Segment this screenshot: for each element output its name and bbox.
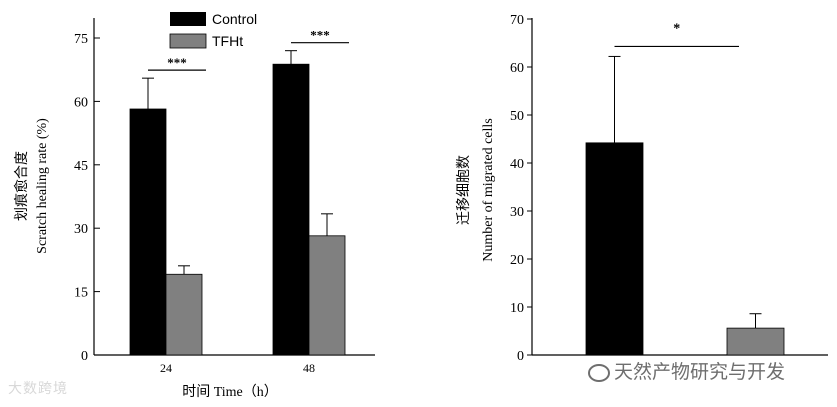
watermark-left: 大数跨境: [8, 378, 68, 398]
left-x-axis-label: 时间 Time（h）: [182, 384, 278, 400]
left-y-tick-label: 15: [74, 286, 88, 301]
right-y-tick-label: 50: [510, 109, 524, 124]
wechat-logo-icon: [588, 363, 610, 382]
bar-control-24: [129, 108, 167, 356]
bar-tfht-24: [165, 273, 203, 356]
legend-swatch-control: [170, 12, 206, 26]
bar-tfht: [726, 327, 785, 356]
right-y-tick-label: 10: [510, 301, 524, 316]
right-y-axis-label: Number of migrated cells: [481, 118, 496, 261]
right-y-ticks: 0 10 20 30 40 50 60 70: [510, 13, 532, 364]
left-bars: [129, 50, 346, 356]
left-y-tick-label: 0: [81, 349, 88, 364]
watermark-right-text: 天然产物研究与开发: [614, 361, 786, 383]
left-y-tick-label: 30: [74, 222, 88, 237]
right-y-tick-label: 20: [510, 253, 524, 268]
chart-right: 0 10 20 30 40 50 60 70 * 迁移细胞数 Number of migrat…: [456, 13, 828, 364]
significance-label: ***: [310, 28, 330, 43]
watermark-left-text: 大数跨境: [8, 381, 68, 397]
right-significance: *: [614, 21, 739, 48]
right-y-tick-label: 0: [517, 349, 524, 364]
left-y-tick-label: 45: [74, 159, 88, 174]
right-bars: [585, 55, 785, 356]
right-y-tick-label: 60: [510, 61, 524, 76]
left-y-ticks: 0 15 30 45 60 75: [74, 32, 100, 364]
significance-label: ***: [167, 55, 187, 70]
left-y-tick-label: 60: [74, 95, 88, 110]
legend-swatch-tfht: [169, 33, 207, 49]
right-y-tick-label: 30: [510, 205, 524, 220]
bar-control-48: [272, 63, 310, 356]
watermark-right: 天然产物研究与开发: [588, 357, 785, 384]
left-significance: *** ***: [148, 28, 349, 71]
left-y-axis-label-cn: 划痕愈合度: [14, 151, 30, 221]
bar-control: [585, 142, 644, 356]
legend: Control TFHt: [169, 11, 257, 49]
significance-label: *: [673, 21, 680, 36]
right-y-tick-label: 70: [510, 13, 524, 28]
legend-label-tfht: TFHt: [212, 33, 243, 49]
chart-left: 0 15 30 45 60 75 *** *** 24 48 时间 Time（h） 划痕愈合…: [14, 11, 375, 400]
right-y-tick-label: 40: [510, 157, 524, 172]
right-y-axis-label-cn: 迁移细胞数: [456, 155, 472, 225]
left-x-tick-label: 24: [160, 361, 172, 375]
left-y-tick-label: 75: [74, 32, 88, 47]
left-x-tick-label: 48: [303, 361, 315, 375]
bar-tfht-48: [308, 235, 346, 356]
legend-label-control: Control: [212, 11, 257, 27]
left-y-axis-label: Scratch healing rate (%): [35, 118, 50, 254]
